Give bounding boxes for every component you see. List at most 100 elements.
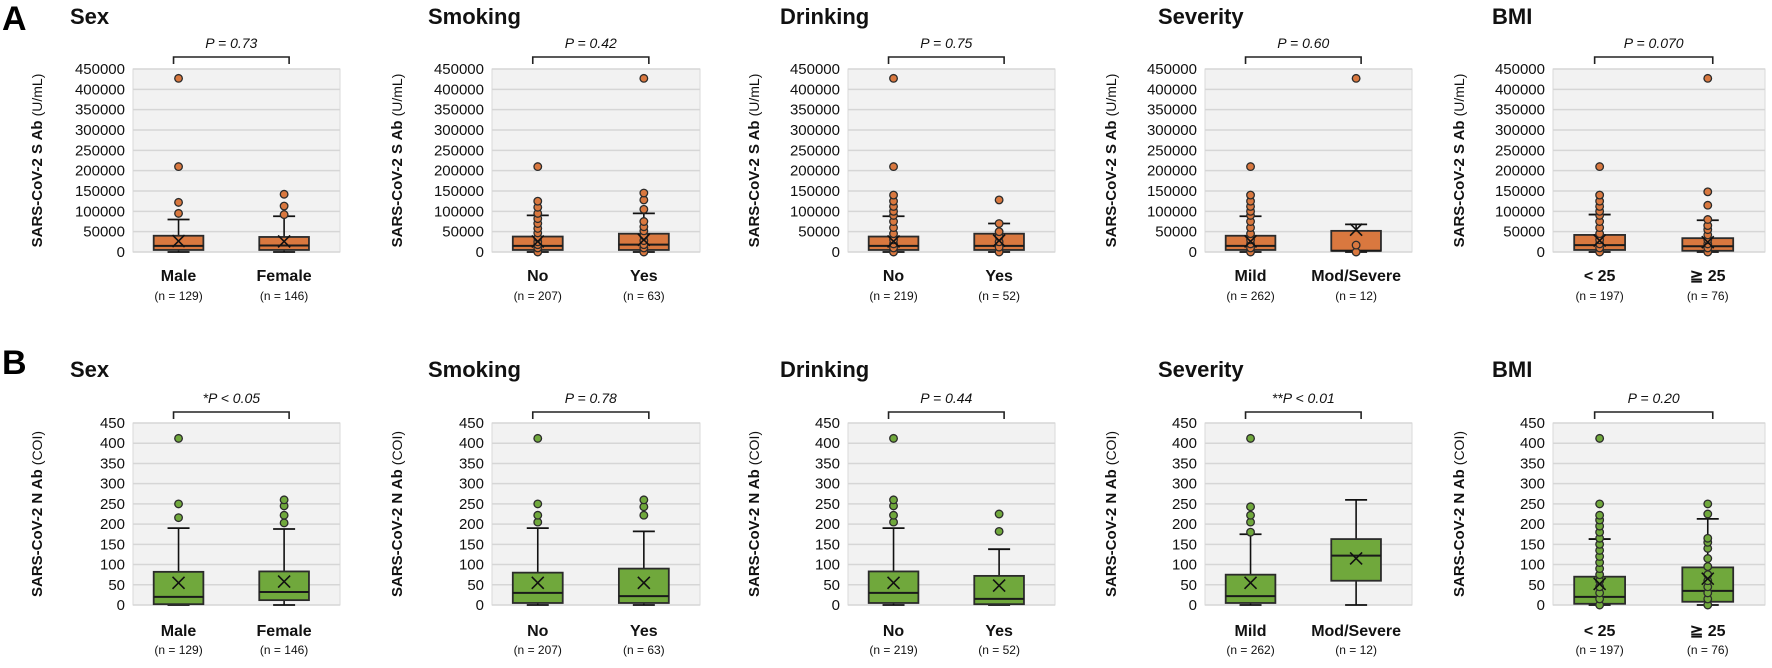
y-tick-label: 0 xyxy=(476,244,484,261)
sample-size-label: (n = 76) xyxy=(1687,643,1729,657)
mean-marker xyxy=(637,576,651,590)
mean-marker xyxy=(531,576,545,590)
sample-size-label: (n = 207) xyxy=(514,643,562,657)
significance-bracket xyxy=(1593,411,1714,419)
category-label: No xyxy=(883,268,905,285)
outlier-point xyxy=(174,73,183,83)
outlier-point xyxy=(174,499,183,509)
y-axis-label-main: SARS-CoV-2 N Ab xyxy=(389,469,406,597)
outlier-point xyxy=(279,210,289,220)
mean-marker xyxy=(637,233,651,247)
sample-size-label: (n = 12) xyxy=(1335,289,1377,303)
chart-title: BMI xyxy=(1492,357,1532,382)
y-tick-label: 150 xyxy=(1172,536,1197,553)
outlier-point xyxy=(533,162,543,172)
y-tick-label: 150000 xyxy=(1147,183,1197,200)
outlier-point xyxy=(1703,499,1713,509)
mean-marker xyxy=(1243,234,1258,248)
y-axis-label-unit: (COI) xyxy=(389,431,405,465)
outlier-point xyxy=(1703,200,1713,210)
y-tick-label: 50 xyxy=(1528,577,1545,594)
y-tick-label: 200 xyxy=(459,516,484,533)
y-tick-label: 250000 xyxy=(434,142,484,159)
p-value-label: P = 0.42 xyxy=(565,35,617,51)
sample-size-label: (n = 129) xyxy=(154,643,202,657)
y-tick-label: 350000 xyxy=(75,102,125,119)
box-group-0: Mild (n = 262) xyxy=(1224,433,1277,657)
y-tick-label: 50000 xyxy=(1155,224,1197,241)
outlier-point xyxy=(1703,73,1713,83)
y-tick-label: 0 xyxy=(1189,244,1197,261)
box-group-1: Yes (n = 63) xyxy=(617,73,670,303)
chart-panel-b-bmi: 0 50 100 150 200 250 300 350 400 450 BMI SARS-CoV-2… xyxy=(1451,357,1766,657)
outlier-point xyxy=(174,513,183,523)
y-tick-label: 450 xyxy=(815,415,840,432)
y-tick-label: 150000 xyxy=(1495,183,1545,200)
category-label: Yes xyxy=(985,623,1013,640)
outlier-point xyxy=(1595,433,1605,443)
box-group-0: No (n = 207) xyxy=(511,162,564,303)
y-tick-label: 300000 xyxy=(434,122,484,139)
iqr-box xyxy=(867,570,920,604)
outlier-point xyxy=(889,162,898,172)
mean-marker xyxy=(1701,572,1715,586)
outlier-point xyxy=(174,197,183,207)
y-tick-label: 200000 xyxy=(1147,163,1197,180)
outlier-point xyxy=(994,509,1004,519)
y-tick-label: 100000 xyxy=(790,203,840,220)
iqr-box xyxy=(1224,573,1277,604)
outlier-point xyxy=(1246,502,1255,512)
y-tick-label: 400 xyxy=(459,435,484,452)
outlier-point xyxy=(1703,570,1713,580)
sample-size-label: (n = 146) xyxy=(260,643,308,657)
significance-bracket xyxy=(887,56,1005,64)
category-label: Mod/Severe xyxy=(1311,268,1401,285)
outlier-point xyxy=(1351,240,1361,250)
plot-area xyxy=(1552,68,1766,253)
box-group-0: Male (n = 129) xyxy=(152,73,205,303)
y-tick-label: 50000 xyxy=(798,224,840,241)
outlier-point xyxy=(639,73,649,83)
y-axis-label-unit: (U/mL) xyxy=(1451,74,1467,117)
y-axis-label-unit: (COI) xyxy=(1451,431,1467,465)
outlier-point xyxy=(1246,510,1255,520)
y-tick-label: 0 xyxy=(117,244,125,261)
y-tick-label: 50000 xyxy=(442,224,484,241)
outlier-point xyxy=(889,510,898,520)
y-tick-label: 350000 xyxy=(790,102,840,119)
outlier-point xyxy=(279,510,289,520)
mean-marker xyxy=(992,234,1006,248)
significance-bracket xyxy=(887,411,1005,419)
chart-title: Sex xyxy=(70,4,110,29)
outlier-point xyxy=(1703,554,1713,563)
category-label: Female xyxy=(257,623,312,640)
p-value-label: P = 0.20 xyxy=(1628,390,1680,406)
mean-marker xyxy=(277,574,291,589)
y-tick-label: 150000 xyxy=(75,183,125,200)
y-tick-label: 300 xyxy=(815,476,840,493)
chart-panel-b-drinking: 0 50 100 150 200 250 300 350 400 450 Drinking SARS-… xyxy=(746,357,1056,657)
y-tick-label: 100000 xyxy=(1147,203,1197,220)
chart-panel-a-smoking: 0 50000 100000 150000 200000 250000 300000 3500… xyxy=(389,4,701,303)
category-label: Mild xyxy=(1235,623,1267,640)
sample-size-label: (n = 262) xyxy=(1226,289,1274,303)
p-value-label: P = 0.44 xyxy=(920,390,972,406)
y-tick-label: 400 xyxy=(815,435,840,452)
category-label: No xyxy=(883,623,905,640)
plot-area xyxy=(847,68,1056,253)
category-label: No xyxy=(527,623,549,640)
y-axis-label-main: SARS-CoV-2 N Ab xyxy=(29,469,46,597)
y-tick-label: 300000 xyxy=(75,122,125,139)
chart-title: Severity xyxy=(1158,4,1244,29)
outlier-point xyxy=(1351,73,1361,83)
y-tick-label: 450000 xyxy=(790,61,840,78)
chart-title: Smoking xyxy=(428,4,521,29)
y-tick-label: 0 xyxy=(476,597,484,614)
p-value-label: **P < 0.01 xyxy=(1272,390,1335,406)
y-tick-label: 400000 xyxy=(1147,81,1197,98)
chart-title: Drinking xyxy=(780,4,869,29)
y-tick-label: 350 xyxy=(815,455,840,472)
iqr-box xyxy=(1330,538,1382,582)
y-axis-label: SARS-CoV-2 S Ab (U/mL) xyxy=(389,74,406,248)
